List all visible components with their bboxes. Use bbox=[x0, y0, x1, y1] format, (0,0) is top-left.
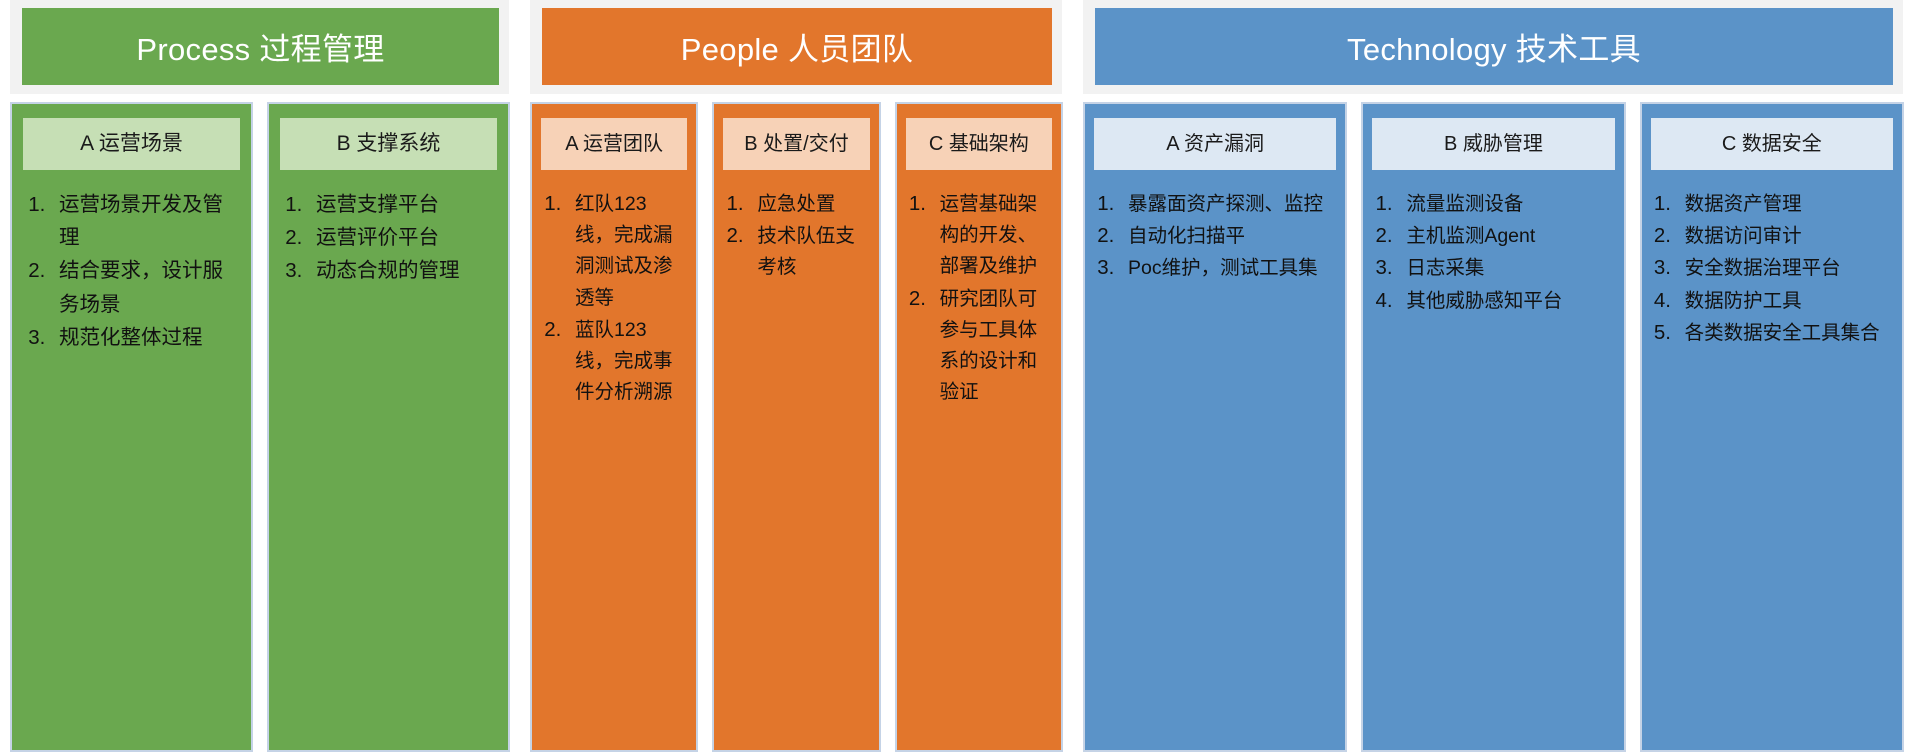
list-item: 各类数据安全工具集合 bbox=[1677, 317, 1891, 349]
list-item: 运营场景开发及管理 bbox=[51, 188, 238, 254]
list-item: 其他威胁感知平台 bbox=[1398, 285, 1612, 317]
pillar-people: People 人员团队 A 运营团队 红队123线，完成漏洞测试及渗透等 蓝队1… bbox=[520, 0, 1073, 752]
pillar-header-technology: Technology 技术工具 bbox=[1095, 8, 1893, 85]
list-item: 应急处置 bbox=[749, 188, 867, 220]
card-technology-c: C 数据安全 数据资产管理 数据访问审计 安全数据治理平台 数据防护工具 各类数… bbox=[1639, 102, 1904, 752]
card-people-b: B 处置/交付 应急处置 技术队伍支考核 bbox=[712, 102, 881, 752]
card-process-a: A 运营场景 运营场景开发及管理 结合要求，设计服务场景 规范化整体过程 bbox=[10, 102, 253, 752]
card-title-process-a: A 运营场景 bbox=[23, 118, 240, 170]
list-item: 结合要求，设计服务场景 bbox=[51, 254, 238, 320]
pillar-header-people: People 人员团队 bbox=[542, 8, 1052, 85]
list-item: 自动化扫描平 bbox=[1120, 220, 1334, 252]
pillar-process: Process 过程管理 A 运营场景 运营场景开发及管理 结合要求，设计服务场… bbox=[0, 0, 520, 752]
list-item: 蓝队123线，完成事件分析溯源 bbox=[567, 314, 685, 409]
pillar-header-backdrop-process: Process 过程管理 bbox=[10, 0, 509, 94]
list-item: 数据访问审计 bbox=[1677, 220, 1891, 252]
cards-row-people: A 运营团队 红队123线，完成漏洞测试及渗透等 蓝队123线，完成事件分析溯源… bbox=[520, 94, 1073, 752]
card-list-process-b: 运营支撑平台 运营评价平台 动态合规的管理 bbox=[280, 188, 497, 288]
card-title-people-b: B 处置/交付 bbox=[723, 118, 870, 170]
card-people-a: A 运营团队 红队123线，完成漏洞测试及渗透等 蓝队123线，完成事件分析溯源 bbox=[530, 102, 699, 752]
list-item: 流量监测设备 bbox=[1398, 188, 1612, 220]
list-item: 红队123线，完成漏洞测试及渗透等 bbox=[567, 188, 685, 314]
card-title-people-a: A 运营团队 bbox=[541, 118, 688, 170]
pillar-header-backdrop-technology: Technology 技术工具 bbox=[1083, 0, 1903, 94]
list-item: 研究团队可参与工具体系的设计和验证 bbox=[932, 283, 1050, 409]
card-list-people-c: 运营基础架构的开发、部署及维护 研究团队可参与工具体系的设计和验证 bbox=[906, 188, 1052, 408]
list-item: 运营评价平台 bbox=[308, 221, 495, 254]
pillar-technology: Technology 技术工具 A 资产漏洞 暴露面资产探测、监控 自动化扫描平… bbox=[1073, 0, 1914, 752]
list-item: 技术队伍支考核 bbox=[749, 220, 867, 283]
card-process-b: B 支撑系统 运营支撑平台 运营评价平台 动态合规的管理 bbox=[267, 102, 510, 752]
card-title-technology-c: C 数据安全 bbox=[1650, 118, 1893, 170]
card-list-process-a: 运营场景开发及管理 结合要求，设计服务场景 规范化整体过程 bbox=[23, 188, 240, 354]
list-item: 日志采集 bbox=[1398, 252, 1612, 284]
card-list-technology-a: 暴露面资产探测、监控 自动化扫描平 Poc维护，测试工具集 bbox=[1094, 188, 1336, 285]
list-item: 动态合规的管理 bbox=[308, 254, 495, 287]
list-item: 安全数据治理平台 bbox=[1677, 252, 1891, 284]
list-item: 数据资产管理 bbox=[1677, 188, 1891, 220]
card-technology-a: A 资产漏洞 暴露面资产探测、监控 自动化扫描平 Poc维护，测试工具集 bbox=[1083, 102, 1348, 752]
list-item: 运营基础架构的开发、部署及维护 bbox=[932, 188, 1050, 283]
pillar-header-process: Process 过程管理 bbox=[22, 8, 499, 85]
cards-row-technology: A 资产漏洞 暴露面资产探测、监控 自动化扫描平 Poc维护，测试工具集 B 威… bbox=[1073, 94, 1914, 752]
card-list-technology-b: 流量监测设备 主机监测Agent 日志采集 其他威胁感知平台 bbox=[1372, 188, 1614, 317]
cards-row-process: A 运营场景 运营场景开发及管理 结合要求，设计服务场景 规范化整体过程 B 支… bbox=[0, 94, 520, 752]
card-list-people-b: 应急处置 技术队伍支考核 bbox=[723, 188, 869, 284]
card-technology-b: B 威胁管理 流量监测设备 主机监测Agent 日志采集 其他威胁感知平台 bbox=[1361, 102, 1626, 752]
list-item: 规范化整体过程 bbox=[51, 321, 238, 354]
card-title-people-c: C 基础架构 bbox=[905, 118, 1052, 170]
card-title-technology-a: A 资产漏洞 bbox=[1094, 118, 1337, 170]
card-list-technology-c: 数据资产管理 数据访问审计 安全数据治理平台 数据防护工具 各类数据安全工具集合 bbox=[1651, 188, 1893, 349]
list-item: Poc维护，测试工具集 bbox=[1120, 252, 1334, 284]
card-title-process-b: B 支撑系统 bbox=[280, 118, 497, 170]
pillar-header-backdrop-people: People 人员团队 bbox=[530, 0, 1062, 94]
list-item: 运营支撑平台 bbox=[308, 188, 495, 221]
list-item: 数据防护工具 bbox=[1677, 285, 1891, 317]
card-title-technology-b: B 威胁管理 bbox=[1372, 118, 1615, 170]
list-item: 暴露面资产探测、监控 bbox=[1120, 188, 1334, 220]
card-people-c: C 基础架构 运营基础架构的开发、部署及维护 研究团队可参与工具体系的设计和验证 bbox=[894, 102, 1063, 752]
list-item: 主机监测Agent bbox=[1398, 220, 1612, 252]
card-list-people-a: 红队123线，完成漏洞测试及渗透等 蓝队123线，完成事件分析溯源 bbox=[541, 188, 687, 408]
